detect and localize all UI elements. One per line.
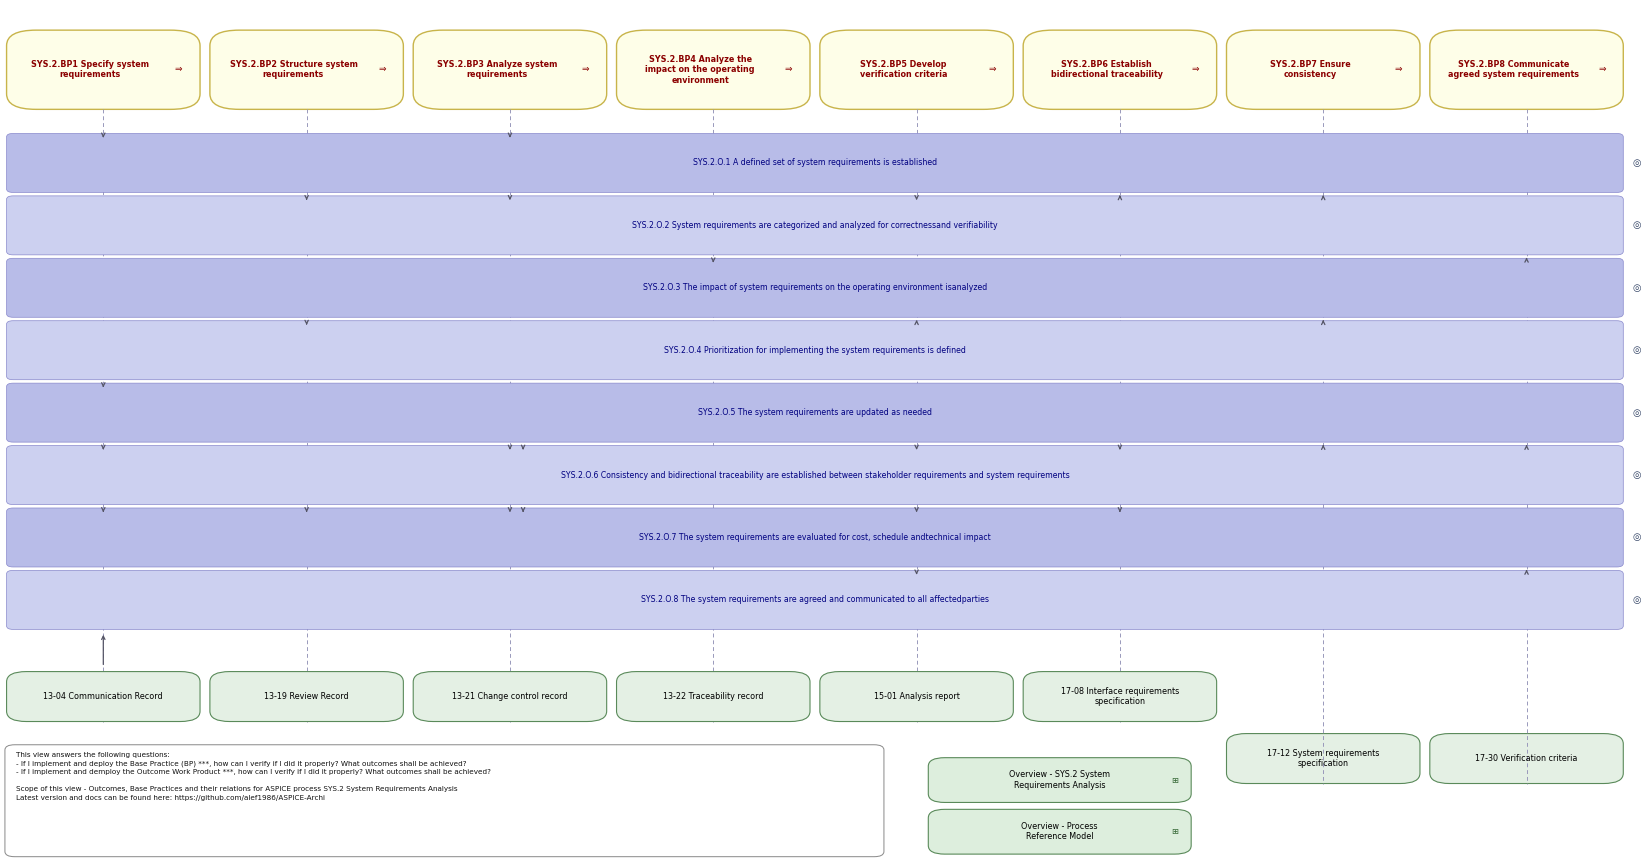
FancyBboxPatch shape <box>7 30 200 109</box>
Text: SYS.2.O.4 Prioritization for implementing the system requirements is defined: SYS.2.O.4 Prioritization for implementin… <box>664 346 966 355</box>
Text: SYS.2.BP4 Analyze the
impact on the operating
environment: SYS.2.BP4 Analyze the impact on the oper… <box>646 55 754 84</box>
Text: ◎: ◎ <box>1631 282 1641 293</box>
Text: ◎: ◎ <box>1631 595 1641 605</box>
FancyBboxPatch shape <box>414 672 606 722</box>
FancyBboxPatch shape <box>1429 30 1623 109</box>
Text: SYS.2.O.1 A defined set of system requirements is established: SYS.2.O.1 A defined set of system requir… <box>693 158 937 167</box>
FancyBboxPatch shape <box>1226 30 1420 109</box>
Text: ⇒: ⇒ <box>174 65 182 74</box>
Text: SYS.2.O.3 The impact of system requirements on the operating environment isanaly: SYS.2.O.3 The impact of system requireme… <box>642 283 987 292</box>
Text: This view answers the following questions:
- If I implement and deploy the Base : This view answers the following question… <box>16 752 491 801</box>
FancyBboxPatch shape <box>7 133 1623 193</box>
Text: 13-19 Review Record: 13-19 Review Record <box>265 692 348 701</box>
Text: ⇒: ⇒ <box>582 65 590 74</box>
Text: ⊞: ⊞ <box>1171 827 1178 836</box>
Text: SYS.2.O.5 The system requirements are updated as needed: SYS.2.O.5 The system requirements are up… <box>698 408 932 417</box>
FancyBboxPatch shape <box>210 30 404 109</box>
FancyBboxPatch shape <box>1429 734 1623 784</box>
Text: ◎: ◎ <box>1631 158 1641 168</box>
Text: SYS.2.BP6 Establish
bidirectional traceability: SYS.2.BP6 Establish bidirectional tracea… <box>1052 60 1163 79</box>
FancyBboxPatch shape <box>820 30 1014 109</box>
Text: ◎: ◎ <box>1631 407 1641 418</box>
FancyBboxPatch shape <box>7 196 1623 255</box>
Text: ◎: ◎ <box>1631 532 1641 542</box>
Text: SYS.2.BP1 Specify system
requirements: SYS.2.BP1 Specify system requirements <box>31 60 150 79</box>
FancyBboxPatch shape <box>210 672 404 722</box>
FancyBboxPatch shape <box>820 672 1014 722</box>
Text: ⇒: ⇒ <box>1599 65 1605 74</box>
Text: Overview - Process
Reference Model: Overview - Process Reference Model <box>1022 822 1098 841</box>
Text: ⇒: ⇒ <box>987 65 996 74</box>
Text: Overview - SYS.2 System
Requirements Analysis: Overview - SYS.2 System Requirements Ana… <box>1009 771 1111 790</box>
Text: 17-30 Verification criteria: 17-30 Verification criteria <box>1475 754 1577 763</box>
Text: 13-21 Change control record: 13-21 Change control record <box>452 692 568 701</box>
Text: 13-04 Communication Record: 13-04 Communication Record <box>43 692 163 701</box>
Text: ◎: ◎ <box>1631 470 1641 480</box>
FancyBboxPatch shape <box>7 321 1623 380</box>
FancyBboxPatch shape <box>1024 30 1217 109</box>
Text: SYS.2.O.6 Consistency and bidirectional traceability are established between sta: SYS.2.O.6 Consistency and bidirectional … <box>560 471 1070 480</box>
FancyBboxPatch shape <box>7 258 1623 318</box>
Text: SYS.2.O.8 The system requirements are agreed and communicated to all affectedpar: SYS.2.O.8 The system requirements are ag… <box>641 596 989 604</box>
Text: 17-08 Interface requirements
specification: 17-08 Interface requirements specificati… <box>1061 687 1180 706</box>
Text: ⊞: ⊞ <box>1171 776 1178 784</box>
Text: ◎: ◎ <box>1631 345 1641 356</box>
FancyBboxPatch shape <box>5 745 884 857</box>
Text: ◎: ◎ <box>1631 220 1641 231</box>
Text: ⇒: ⇒ <box>378 65 386 74</box>
FancyBboxPatch shape <box>928 809 1191 854</box>
FancyBboxPatch shape <box>928 758 1191 802</box>
Text: SYS.2.O.2 System requirements are categorized and analyzed for correctnessand ve: SYS.2.O.2 System requirements are catego… <box>633 221 997 230</box>
Text: ⇒: ⇒ <box>1191 65 1199 74</box>
FancyBboxPatch shape <box>7 672 200 722</box>
FancyBboxPatch shape <box>616 672 810 722</box>
Text: SYS.2.O.7 The system requirements are evaluated for cost, schedule andtechnical : SYS.2.O.7 The system requirements are ev… <box>639 533 991 542</box>
Text: SYS.2.BP5 Develop
verification criteria: SYS.2.BP5 Develop verification criteria <box>859 60 948 79</box>
FancyBboxPatch shape <box>1226 734 1420 784</box>
FancyBboxPatch shape <box>414 30 606 109</box>
Text: SYS.2.BP7 Ensure
consistency: SYS.2.BP7 Ensure consistency <box>1270 60 1351 79</box>
FancyBboxPatch shape <box>1024 672 1217 722</box>
FancyBboxPatch shape <box>7 446 1623 505</box>
FancyBboxPatch shape <box>616 30 810 109</box>
Text: SYS.2.BP8 Communicate
agreed system requirements: SYS.2.BP8 Communicate agreed system requ… <box>1447 60 1579 79</box>
Text: SYS.2.BP2 Structure system
requirements: SYS.2.BP2 Structure system requirements <box>230 60 358 79</box>
FancyBboxPatch shape <box>7 570 1623 629</box>
FancyBboxPatch shape <box>7 508 1623 567</box>
Text: SYS.2.BP3 Analyze system
requirements: SYS.2.BP3 Analyze system requirements <box>437 60 557 79</box>
Text: ⇒: ⇒ <box>1395 65 1403 74</box>
Text: 13-22 Traceability record: 13-22 Traceability record <box>664 692 764 701</box>
Text: 17-12 System requirements
specification: 17-12 System requirements specification <box>1267 749 1380 768</box>
Text: 15-01 Analysis report: 15-01 Analysis report <box>874 692 960 701</box>
Text: ⇒: ⇒ <box>785 65 792 74</box>
FancyBboxPatch shape <box>7 383 1623 443</box>
